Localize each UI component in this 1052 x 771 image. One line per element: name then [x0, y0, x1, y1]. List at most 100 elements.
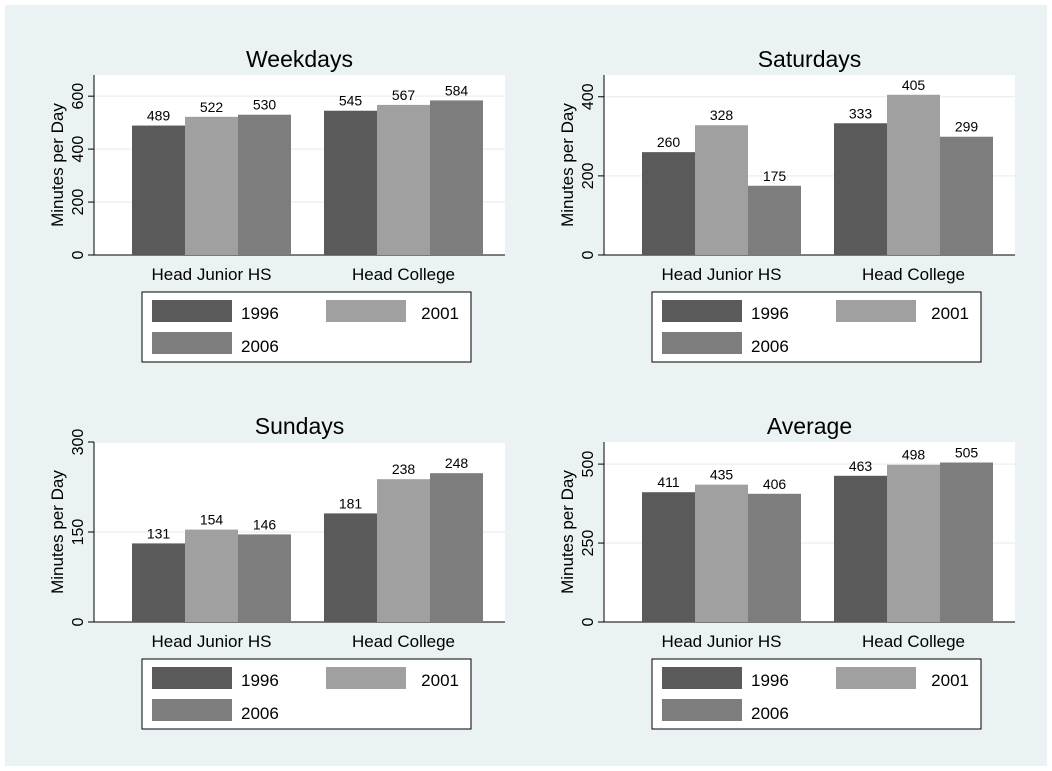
bar-value-label: 584 [445, 82, 469, 98]
legend-label: 1996 [751, 671, 789, 690]
legend-label: 2006 [751, 704, 789, 723]
bar-head-college-2006 [940, 462, 993, 622]
y-tick-label: 0 [580, 250, 597, 259]
bar-head-college-2001 [887, 464, 940, 622]
y-tick-label: 250 [580, 530, 597, 557]
bar-head-college-1996 [324, 513, 377, 622]
bar-value-label: 154 [200, 512, 224, 528]
legend-swatch [662, 332, 742, 354]
bar-head-junior-hs-2006 [238, 534, 291, 622]
bar-value-label: 567 [392, 87, 416, 103]
x-tick-label: Head Junior HS [661, 265, 781, 284]
legend-label: 2006 [241, 337, 279, 356]
bar-head-junior-hs-2001 [695, 125, 748, 255]
bar-head-junior-hs-2001 [185, 529, 238, 622]
legend-label: 2001 [931, 671, 969, 690]
bar-head-college-1996 [324, 110, 377, 255]
bar-head-junior-hs-2006 [748, 185, 801, 255]
x-tick-label: Head Junior HS [151, 265, 271, 284]
legend-label: 2001 [421, 671, 459, 690]
x-tick-label: Head College [862, 632, 965, 651]
y-axis-label: Minutes per Day [558, 103, 577, 227]
bar-head-college-2006 [430, 473, 483, 622]
bar-value-label: 146 [253, 516, 277, 532]
bar-value-label: 405 [902, 77, 926, 93]
x-tick-label: Head Junior HS [661, 632, 781, 651]
y-tick-label: 300 [70, 429, 87, 456]
bar-head-junior-hs-1996 [642, 152, 695, 255]
bar-value-label: 333 [849, 105, 873, 121]
y-tick-label: 600 [70, 83, 87, 110]
bar-head-junior-hs-1996 [642, 492, 695, 622]
legend-swatch [152, 699, 232, 721]
bar-value-label: 530 [253, 97, 277, 113]
y-tick-label: 150 [70, 519, 87, 546]
legend-swatch [152, 300, 232, 322]
bar-head-college-1996 [834, 475, 887, 622]
chart-title: Average [767, 413, 852, 439]
bar-head-college-2006 [430, 100, 483, 255]
legend-label: 2001 [421, 304, 459, 323]
bar-head-college-2006 [940, 136, 993, 255]
legend-label: 2001 [931, 304, 969, 323]
bar-value-label: 463 [849, 458, 873, 474]
bar-value-label: 435 [710, 467, 734, 483]
chart-title: Sundays [255, 413, 345, 439]
y-tick-label: 0 [580, 617, 597, 626]
x-tick-label: Head College [352, 265, 455, 284]
chart-title: Weekdays [246, 46, 353, 72]
legend-swatch [662, 667, 742, 689]
y-tick-label: 0 [70, 617, 87, 626]
legend-swatch [326, 667, 406, 689]
legend-label: 2006 [751, 337, 789, 356]
bar-head-junior-hs-2006 [238, 114, 291, 256]
bar-head-junior-hs-2001 [695, 484, 748, 622]
bar-value-label: 505 [955, 445, 979, 461]
bar-head-college-2001 [887, 94, 940, 256]
bar-value-label: 299 [955, 119, 979, 135]
legend-swatch [152, 667, 232, 689]
legend-swatch [836, 667, 916, 689]
bar-head-college-2001 [377, 479, 430, 622]
legend-swatch [152, 332, 232, 354]
bar-value-label: 175 [763, 168, 787, 184]
bar-head-junior-hs-1996 [132, 543, 185, 622]
bar-head-college-2001 [377, 104, 430, 255]
bar-value-label: 181 [339, 495, 363, 511]
bar-value-label: 328 [710, 107, 734, 123]
legend-swatch [326, 300, 406, 322]
bar-value-label: 131 [147, 525, 171, 541]
x-tick-label: Head College [862, 265, 965, 284]
y-tick-label: 200 [580, 162, 597, 189]
bar-value-label: 260 [657, 134, 681, 150]
bar-value-label: 545 [339, 93, 363, 109]
y-axis-label: Minutes per Day [48, 103, 67, 227]
legend-swatch [836, 300, 916, 322]
legend-label: 1996 [751, 304, 789, 323]
y-axis-label: Minutes per Day [558, 470, 577, 594]
y-tick-label: 0 [70, 250, 87, 259]
bar-value-label: 238 [392, 461, 416, 477]
y-tick-label: 400 [580, 83, 597, 110]
bar-head-junior-hs-1996 [132, 125, 185, 255]
legend-swatch [662, 699, 742, 721]
legend-label: 2006 [241, 704, 279, 723]
y-tick-label: 200 [70, 189, 87, 216]
bar-value-label: 406 [763, 476, 787, 492]
x-tick-label: Head Junior HS [151, 632, 271, 651]
bar-value-label: 498 [902, 447, 926, 463]
y-axis-label: Minutes per Day [48, 470, 67, 594]
y-tick-label: 500 [580, 451, 597, 478]
bar-head-college-1996 [834, 123, 887, 255]
bar-value-label: 489 [147, 108, 171, 124]
legend-label: 1996 [241, 304, 279, 323]
bar-head-junior-hs-2001 [185, 116, 238, 255]
bar-value-label: 248 [445, 455, 469, 471]
chart-title: Saturdays [758, 46, 862, 72]
bar-value-label: 411 [657, 474, 680, 490]
